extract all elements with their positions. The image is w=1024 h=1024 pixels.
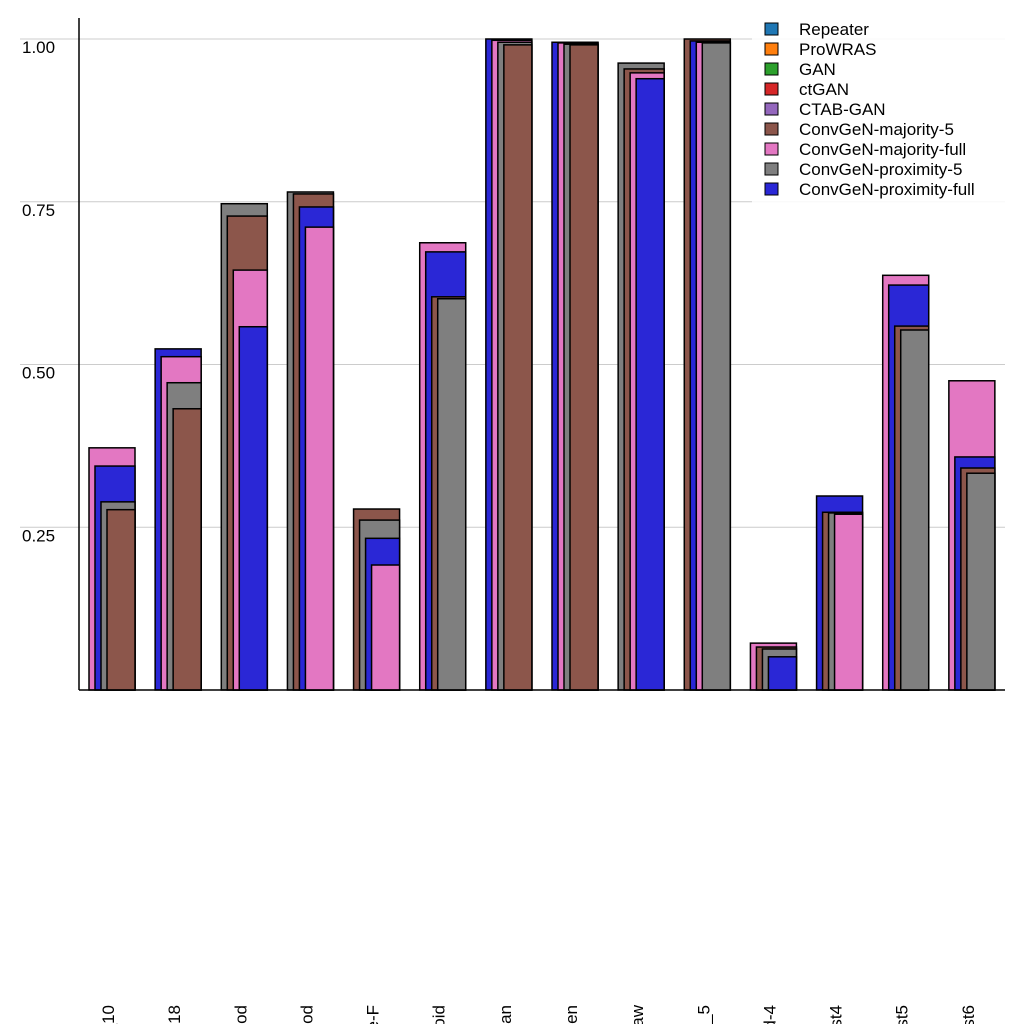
x-tick-label: abalone_17_vs_7_8_9_10 [99, 1005, 118, 1024]
legend-label: CTAB-GAN [799, 100, 886, 119]
x-tick-label: kr-vs-k-zero-one_vs_draw [628, 1004, 647, 1024]
bar-group [352, 508, 401, 691]
legend-label: ConvGeN-majority-full [799, 140, 966, 159]
legend-swatch [764, 42, 779, 56]
bar-convgen-majority-5 [106, 508, 136, 691]
x-tick-label: shuttle-2_vs_5 [694, 1005, 713, 1024]
bar-group [485, 38, 533, 691]
x-tick-label: car_good [231, 1005, 250, 1024]
legend-swatch [764, 22, 779, 36]
bar-group [948, 380, 996, 691]
legend-label: ConvGeN-proximity-full [799, 180, 975, 199]
x-tick-label: car-vgood [297, 1005, 316, 1024]
bar-group [881, 274, 930, 691]
bar-group [154, 348, 202, 691]
legend-swatch [764, 102, 779, 116]
bar-group [749, 642, 798, 691]
bar-convgen-majority-5 [503, 44, 533, 691]
bar-group [220, 202, 269, 691]
x-tick-label: flare-F [364, 1005, 383, 1024]
bar-group [286, 191, 335, 691]
legend-item: ConvGeN-proximity-full [764, 180, 975, 199]
legend-swatch [764, 122, 779, 136]
bar-convgen-proximity-full [767, 656, 798, 691]
bar-convgen-majority-5 [172, 408, 202, 691]
x-tick-label: kddcup-guess_passwd_vs_satan [496, 1005, 515, 1024]
x-tick-label: kr-vs-k-three_vs_eleven [562, 1005, 581, 1024]
bar-group [418, 242, 467, 691]
y-tick-label: 0.25 [22, 526, 55, 545]
bar-group [88, 447, 136, 691]
legend-label: GAN [799, 60, 836, 79]
bar-convgen-proximity-5 [436, 297, 467, 691]
legend-box [752, 18, 1010, 206]
legend-swatch [764, 142, 779, 156]
legend-item: ConvGeN-majority-full [764, 140, 966, 159]
legend: RepeaterProWRASGANctGANCTAB-GANConvGeN-m… [752, 18, 1010, 206]
legend-label: ConvGeN-proximity-5 [799, 160, 962, 179]
bar-group [617, 62, 665, 691]
bar-convgen-proximity-5 [966, 472, 996, 691]
y-tick-label: 1.00 [22, 38, 55, 57]
bars [88, 38, 996, 691]
x-tick-label: abalone9-18 [165, 1005, 184, 1024]
legend-label: Repeater [799, 20, 869, 39]
bar-convgen-majority-full [833, 513, 864, 691]
bar-group [815, 495, 864, 691]
legend-item: ConvGeN-majority-5 [764, 120, 954, 139]
legend-item: ConvGeN-proximity-5 [764, 160, 962, 179]
x-tick-labels: abalone_17_vs_7_8_9_10 abalone9-18 car_goo… [99, 1004, 978, 1024]
x-tick-label: yeast5 [893, 1005, 912, 1024]
legend-label: ConvGeN-majority-5 [799, 120, 954, 139]
legend-item: ctGAN [764, 80, 849, 99]
axes [78, 18, 1005, 691]
x-tick-label: hypothyroid [430, 1005, 449, 1024]
legend-item: CTAB-GAN [764, 100, 886, 119]
legend-item: ProWRAS [764, 40, 876, 59]
legend-label: ctGAN [799, 80, 849, 99]
legend-swatch [764, 82, 779, 96]
bar-convgen-majority-full [304, 226, 335, 691]
bar-convgen-proximity-5 [899, 329, 930, 691]
y-tick-labels: 0.25 0.50 0.75 1.00 [22, 38, 55, 545]
bar-convgen-proximity-5 [701, 42, 732, 691]
legend-swatch [764, 62, 779, 76]
legend-swatch [764, 162, 779, 176]
legend-item: GAN [764, 60, 836, 79]
bar-convgen-majority-5 [569, 44, 599, 691]
y-tick-label: 0.75 [22, 201, 55, 220]
x-tick-label: winequality-red-4 [760, 1005, 779, 1024]
bar-convgen-majority-full [370, 564, 401, 691]
x-tick-label: yeast4 [827, 1005, 846, 1024]
legend-label: ProWRAS [799, 40, 876, 59]
x-tick-label: yeast6 [959, 1005, 978, 1024]
bar-convgen-proximity-full [635, 77, 665, 691]
legend-swatch [764, 182, 779, 196]
bar-convgen-proximity-full [238, 325, 269, 691]
bar-group [551, 41, 599, 691]
bar-group [683, 38, 732, 691]
legend-item: Repeater [764, 20, 869, 39]
y-tick-label: 0.50 [22, 364, 55, 383]
